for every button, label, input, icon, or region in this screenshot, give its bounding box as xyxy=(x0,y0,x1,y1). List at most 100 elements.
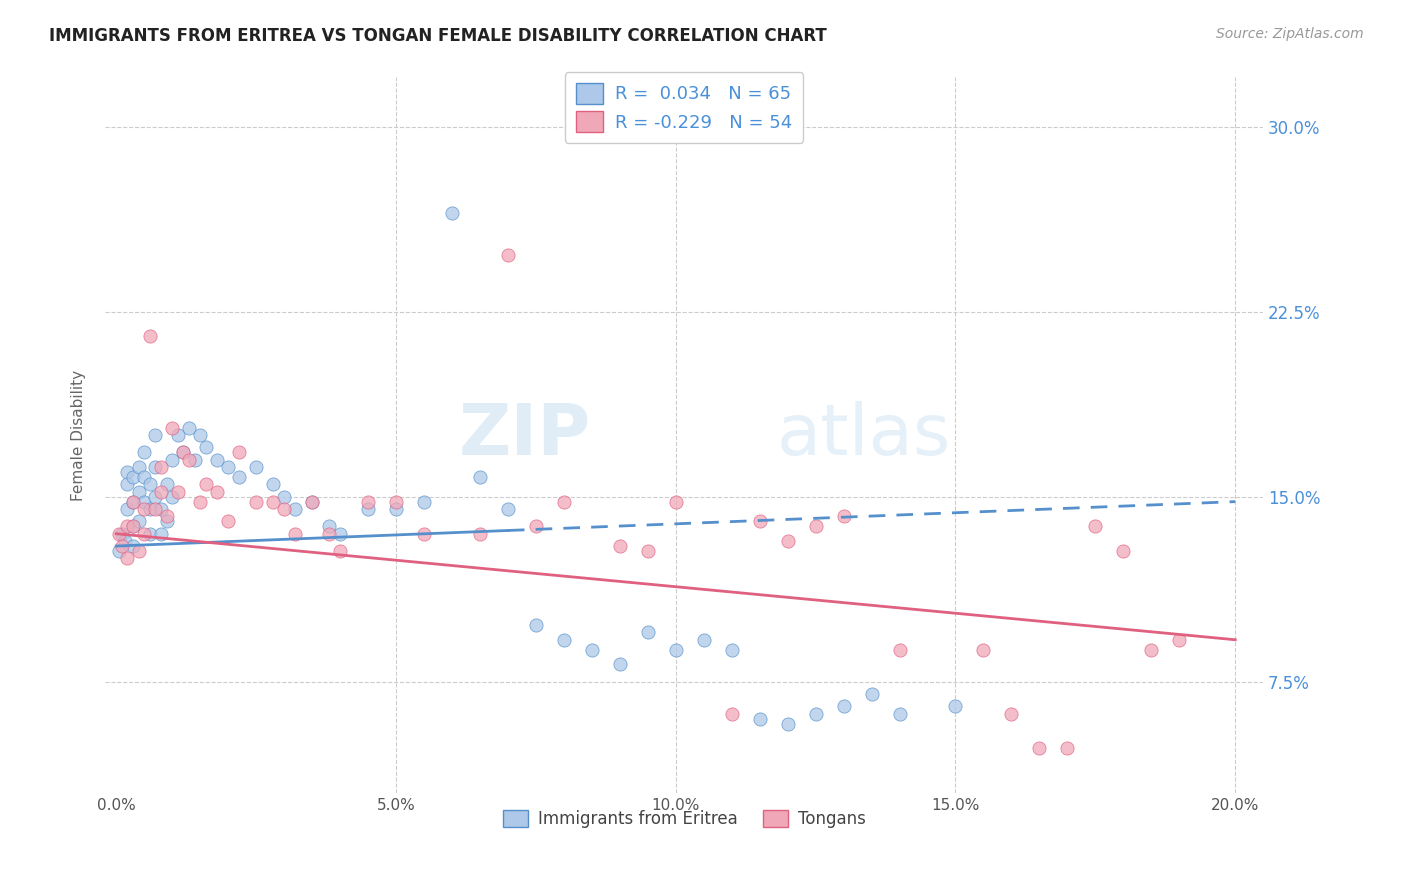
Legend: Immigrants from Eritrea, Tongans: Immigrants from Eritrea, Tongans xyxy=(496,803,872,834)
Point xyxy=(188,428,211,442)
Point xyxy=(1028,741,1050,756)
Point xyxy=(1000,706,1022,721)
Point xyxy=(637,544,659,558)
Point xyxy=(776,716,799,731)
Point xyxy=(217,460,239,475)
Point xyxy=(832,699,855,714)
Point xyxy=(329,526,352,541)
Point xyxy=(108,544,131,558)
Point xyxy=(188,494,211,508)
Point xyxy=(637,625,659,640)
Point xyxy=(114,534,136,549)
Point xyxy=(1168,632,1191,647)
Point xyxy=(889,642,911,657)
Point xyxy=(177,452,200,467)
Point xyxy=(122,519,145,533)
Point xyxy=(155,477,177,491)
Point xyxy=(318,519,340,533)
Point xyxy=(143,502,166,516)
Point xyxy=(1112,544,1135,558)
Point xyxy=(496,502,519,516)
Point xyxy=(889,706,911,721)
Point xyxy=(205,452,228,467)
Point xyxy=(183,452,205,467)
Point xyxy=(160,490,183,504)
Point xyxy=(413,494,436,508)
Point xyxy=(134,526,156,541)
Point xyxy=(134,445,156,459)
Point xyxy=(122,494,145,508)
Text: Source: ZipAtlas.com: Source: ZipAtlas.com xyxy=(1216,27,1364,41)
Point xyxy=(134,470,156,484)
Point xyxy=(122,470,145,484)
Text: ZIP: ZIP xyxy=(460,401,592,469)
Point xyxy=(692,632,714,647)
Point xyxy=(665,494,688,508)
Point xyxy=(139,329,162,343)
Point xyxy=(609,539,631,553)
Point xyxy=(776,534,799,549)
Point xyxy=(166,428,188,442)
Point xyxy=(155,509,177,524)
Point xyxy=(318,526,340,541)
Point xyxy=(945,699,967,714)
Point xyxy=(832,509,855,524)
Point xyxy=(194,477,217,491)
Point xyxy=(117,465,139,479)
Point xyxy=(1140,642,1163,657)
Point xyxy=(128,544,150,558)
Point xyxy=(581,642,603,657)
Point xyxy=(748,712,770,726)
Point xyxy=(1084,519,1107,533)
Point xyxy=(128,484,150,499)
Point xyxy=(117,502,139,516)
Point xyxy=(228,445,250,459)
Point xyxy=(262,494,284,508)
Point xyxy=(172,445,194,459)
Point xyxy=(468,526,491,541)
Point xyxy=(155,514,177,528)
Point xyxy=(149,484,172,499)
Point xyxy=(128,514,150,528)
Point xyxy=(117,519,139,533)
Point xyxy=(804,519,827,533)
Point xyxy=(496,248,519,262)
Point xyxy=(177,420,200,434)
Point xyxy=(804,706,827,721)
Point xyxy=(117,477,139,491)
Point xyxy=(122,539,145,553)
Point xyxy=(665,642,688,657)
Point xyxy=(1056,741,1078,756)
Point xyxy=(524,618,547,632)
Point xyxy=(134,494,156,508)
Point xyxy=(385,502,408,516)
Point xyxy=(301,494,323,508)
Point xyxy=(128,460,150,475)
Point xyxy=(284,526,307,541)
Point xyxy=(149,502,172,516)
Point xyxy=(357,494,380,508)
Text: IMMIGRANTS FROM ERITREA VS TONGAN FEMALE DISABILITY CORRELATION CHART: IMMIGRANTS FROM ERITREA VS TONGAN FEMALE… xyxy=(49,27,827,45)
Point xyxy=(262,477,284,491)
Y-axis label: Female Disability: Female Disability xyxy=(72,369,86,500)
Point xyxy=(139,526,162,541)
Point xyxy=(284,502,307,516)
Point xyxy=(143,460,166,475)
Point xyxy=(273,490,295,504)
Point xyxy=(217,514,239,528)
Point xyxy=(748,514,770,528)
Point xyxy=(143,490,166,504)
Point xyxy=(357,502,380,516)
Point xyxy=(301,494,323,508)
Point xyxy=(440,206,463,220)
Point xyxy=(245,460,267,475)
Point xyxy=(273,502,295,516)
Point xyxy=(228,470,250,484)
Point xyxy=(134,502,156,516)
Point xyxy=(160,420,183,434)
Point xyxy=(413,526,436,541)
Point xyxy=(329,544,352,558)
Text: atlas: atlas xyxy=(776,401,950,469)
Point xyxy=(720,706,742,721)
Point xyxy=(122,494,145,508)
